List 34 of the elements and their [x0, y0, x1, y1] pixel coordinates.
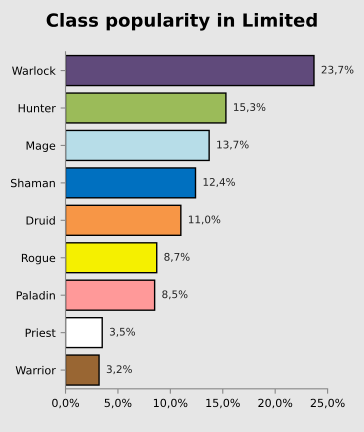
data-label: 3,2%	[106, 365, 132, 374]
y-tick-label: Hunter	[18, 104, 56, 112]
bar	[66, 130, 210, 162]
bar	[66, 242, 158, 274]
y-tick-label: Warrior	[16, 366, 56, 374]
data-label: 3,5%	[110, 328, 136, 337]
data-label: 8,7%	[164, 252, 190, 262]
data-label: 13,7%	[217, 140, 249, 150]
x-tick-label: 20,0%	[258, 398, 292, 408]
x-tick-label: 5,0%	[104, 398, 132, 408]
x-tick-label: 15,0%	[206, 398, 240, 408]
bar	[66, 316, 103, 348]
y-tick-label: Mage	[26, 142, 56, 152]
bar	[66, 54, 315, 86]
bar	[66, 354, 100, 386]
chart-title: Class popularity in Limited	[46, 12, 317, 31]
y-tick-label: Shaman	[10, 178, 55, 188]
x-tick-label: 0,0%	[52, 398, 80, 408]
y-tick-label: Paladin	[16, 290, 55, 300]
x-tick-label: 10,0%	[154, 398, 188, 408]
y-tick-label: Rogue	[22, 254, 56, 264]
y-tick-label: Warlock	[12, 66, 56, 75]
bar	[66, 92, 227, 124]
data-label: 8,5%	[162, 290, 188, 300]
y-tick-label: Priest	[26, 328, 56, 338]
bar	[66, 280, 156, 311]
bar	[66, 167, 196, 199]
bar	[66, 204, 182, 236]
data-label: 23,7%	[322, 66, 354, 75]
data-label: 12,4%	[204, 178, 235, 187]
data-label: 11,0%	[188, 215, 220, 224]
x-tick-label: 25,0%	[310, 398, 345, 408]
y-tick-label: Druid	[26, 216, 55, 225]
data-label: 15,3%	[234, 103, 266, 112]
